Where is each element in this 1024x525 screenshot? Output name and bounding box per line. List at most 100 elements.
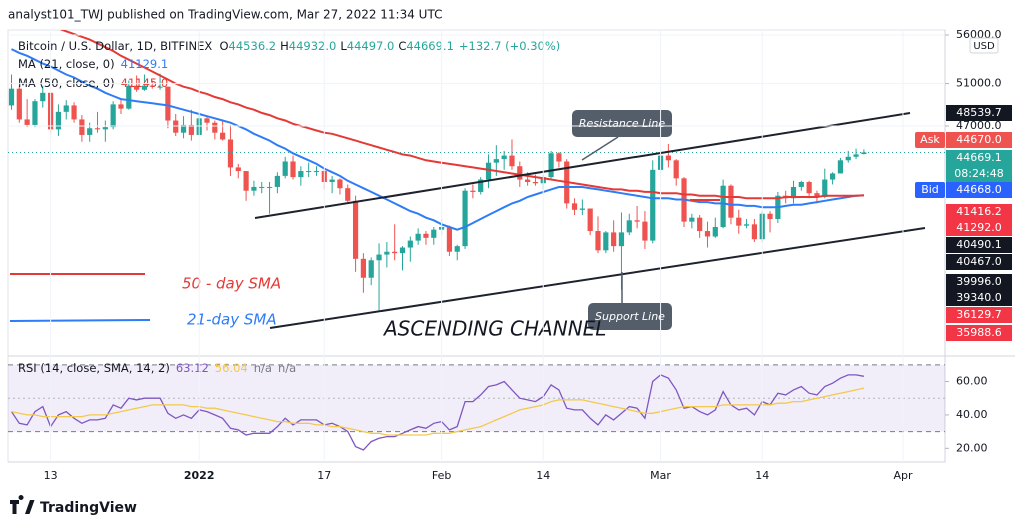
candle-body <box>157 86 163 88</box>
sma21-key-line <box>9 319 151 322</box>
price-badge: 44670.0 <box>956 133 1002 146</box>
axes: 13 2022 17 Feb 14 Mar 14 Apr56000.051000.047000… <box>8 28 1012 482</box>
candle-body <box>8 88 15 106</box>
price-badge: 40467.0 <box>956 255 1002 268</box>
candle-body <box>384 251 390 255</box>
badge-tag: Ask <box>920 133 940 146</box>
rsi-line <box>11 387 865 436</box>
candle-body <box>407 240 413 248</box>
price-badge-box <box>946 307 1012 323</box>
candle-body <box>423 233 429 238</box>
resistance-trendline <box>254 112 911 219</box>
candle-body <box>329 179 335 183</box>
candle-body <box>548 153 554 178</box>
candle-body <box>728 185 734 218</box>
candle-body <box>173 120 179 133</box>
candle-body <box>673 160 679 179</box>
change-value: +132.7 (+0.30%) <box>459 39 560 53</box>
price-badge: 48539.7 <box>956 106 1002 119</box>
candle-body <box>806 182 812 194</box>
ma-value: 41129.1 <box>121 57 169 71</box>
candle-body <box>399 247 406 254</box>
ma-name: MA (50, close, 0) <box>18 76 115 90</box>
candle-body <box>712 226 718 237</box>
moving-average-line <box>11 48 864 231</box>
rsi-readout: 63.12 <box>176 361 209 375</box>
x-tick-label: 14 <box>536 469 550 482</box>
candle-body <box>814 193 820 197</box>
candle-body <box>736 217 742 226</box>
y-tick-label: 40.00 <box>956 408 988 421</box>
candle-body <box>556 153 562 162</box>
candle-body <box>470 190 476 192</box>
candle-body <box>517 166 523 180</box>
candle-body <box>665 155 671 161</box>
ma-value: 41145.0 <box>121 76 169 90</box>
sma21-annotation: 21-day SMA <box>187 311 277 329</box>
candle-body <box>102 127 108 130</box>
price-badge: 39340.0 <box>956 291 1002 304</box>
x-tick-label: Feb <box>432 469 451 482</box>
candle-body <box>861 152 867 155</box>
channel-annotation: ASCENDING CHANNEL <box>382 317 606 341</box>
candle-body <box>478 179 484 192</box>
candle-body <box>32 101 38 125</box>
candle-body <box>141 85 148 90</box>
candle-body <box>368 260 374 278</box>
candle-body <box>689 217 695 222</box>
ohlc-label: H <box>280 39 289 53</box>
candle-body <box>830 173 836 180</box>
price-badge-box <box>946 132 1012 148</box>
ma-legend: MA (21, close, 0) 41129.1 <box>18 57 168 71</box>
candle-body <box>485 162 492 180</box>
candle-body <box>306 171 312 173</box>
rsi-title: RSI (14, close, SMA, 14, 2) <box>18 361 170 375</box>
candle-body <box>79 119 85 135</box>
candle-body <box>63 105 69 112</box>
candle-body <box>509 155 515 167</box>
candle-body <box>274 175 280 187</box>
ohlc-label: C <box>398 39 406 53</box>
candle-body <box>392 251 398 254</box>
ma-name: MA (21, close, 0) <box>18 57 115 71</box>
badge-tag: Bid <box>921 183 939 196</box>
rsi-readout: 56.04 <box>215 361 248 375</box>
candle-body <box>853 154 859 157</box>
price-badge-box <box>946 150 1012 166</box>
badge-tag-box <box>915 182 945 198</box>
callout-box <box>588 303 672 330</box>
resistance-label: Resistance Line <box>579 117 665 130</box>
price-badge: 44668.0 <box>956 183 1002 196</box>
candle-body <box>720 185 726 227</box>
candle-body <box>532 182 539 184</box>
candle-body <box>767 213 773 219</box>
candle-body <box>626 220 632 233</box>
x-tick-label: Apr <box>893 469 913 482</box>
price-badge: 40490.1 <box>956 238 1002 251</box>
candle-body <box>337 179 343 189</box>
candle-body <box>71 105 77 120</box>
candle-body <box>634 220 640 222</box>
price-badge-box <box>946 290 1012 306</box>
candle-body <box>446 226 453 252</box>
ma-legend: MA (50, close, 0) 41145.0 <box>18 76 168 90</box>
support-trendline <box>269 227 926 329</box>
sma50-annotation: 50 - day SMA <box>182 275 281 293</box>
candle-body <box>165 86 171 121</box>
x-tick-label: 2022 <box>184 469 215 482</box>
candle-body <box>298 171 304 178</box>
candle-body <box>650 169 656 241</box>
candle-body <box>94 128 101 130</box>
candle-body <box>571 203 578 210</box>
candle-body <box>704 231 711 237</box>
ohlc-label: L <box>340 39 347 53</box>
candle-body <box>126 85 132 109</box>
candle-body <box>345 188 351 201</box>
candle-body <box>204 118 210 123</box>
candle-body <box>352 200 359 259</box>
currency-box <box>969 37 999 54</box>
candle-body <box>454 246 460 252</box>
price-badge-box <box>946 325 1012 341</box>
price-badge-box <box>946 254 1012 270</box>
